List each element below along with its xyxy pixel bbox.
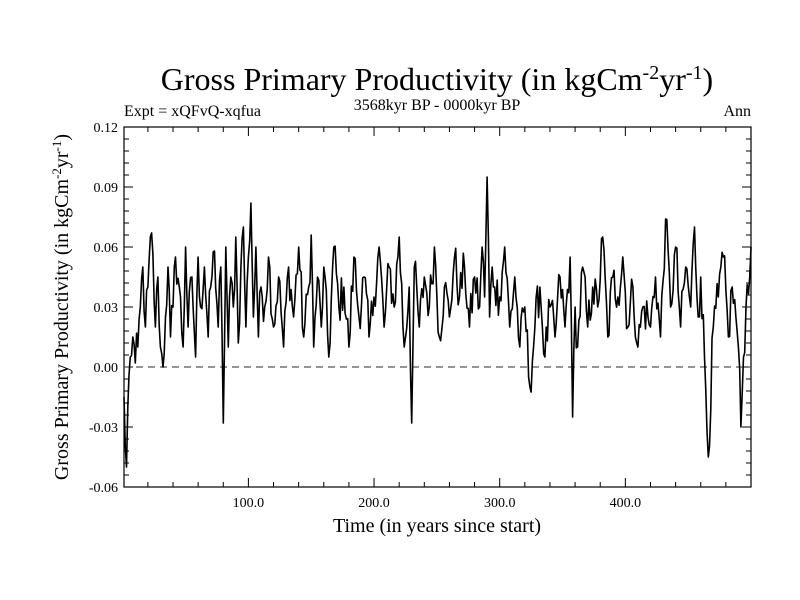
- gpp-series-line: [123, 176, 752, 468]
- y-tick-label: -0.03: [89, 421, 118, 436]
- plot-area: [123, 126, 752, 488]
- x-tick-label: 200.0: [358, 496, 390, 511]
- x-tick-label: 300.0: [484, 496, 516, 511]
- x-axis-label: Time (in years since start): [333, 515, 541, 537]
- season-label: Ann: [723, 103, 751, 120]
- y-tick-label: 0.00: [94, 361, 119, 376]
- y-tick-label: 0.09: [94, 181, 119, 196]
- y-tick-label: -0.06: [89, 481, 118, 496]
- x-tick-label: 100.0: [233, 496, 265, 511]
- time-range-label: 3568kyr BP - 0000kyr BP: [354, 97, 521, 114]
- chart-title: Gross Primary Productivity (in kgCm-2yr-…: [161, 61, 713, 97]
- y-tick-label: 0.12: [94, 121, 119, 136]
- x-tick-label: 400.0: [610, 496, 642, 511]
- experiment-label: Expt = xQFvQ-xqfua: [124, 103, 261, 120]
- y-axis-label: Gross Primary Productivity (in kgCm-2yr-…: [49, 134, 74, 480]
- y-tick-label: 0.06: [94, 241, 119, 256]
- y-tick-label: 0.03: [94, 301, 119, 316]
